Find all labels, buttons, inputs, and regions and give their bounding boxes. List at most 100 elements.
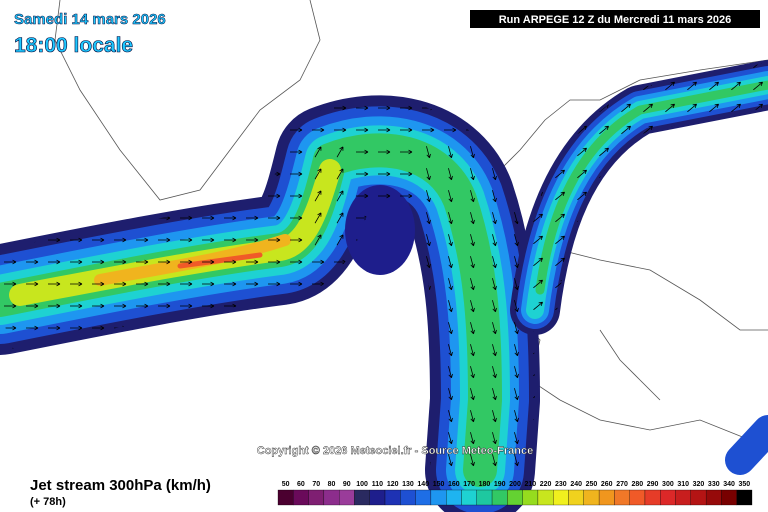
wind-arrow xyxy=(753,37,763,47)
wind-arrow xyxy=(202,171,215,177)
wind-arrow xyxy=(378,435,391,441)
wind-arrow xyxy=(334,281,347,287)
legend-label: 240 xyxy=(570,481,582,488)
wind-arrow xyxy=(599,389,609,399)
wind-arrow xyxy=(422,83,435,89)
wind-arrow xyxy=(492,212,497,225)
wind-arrow xyxy=(470,454,475,467)
wind-arrow xyxy=(555,235,565,245)
wind-arrow xyxy=(400,61,413,67)
wind-arrow xyxy=(158,325,171,331)
wind-arrow xyxy=(709,433,719,443)
run-label: Run ARPEGE 12 Z du Mercredi 11 mars 2026 xyxy=(499,14,732,26)
wind-arrow xyxy=(400,105,413,111)
wind-arrow xyxy=(599,37,609,47)
wind-arrow xyxy=(665,301,675,311)
wind-arrow xyxy=(731,279,741,289)
wind-arrow xyxy=(224,413,237,419)
wind-arrow xyxy=(202,61,215,67)
wind-arrow xyxy=(202,413,215,419)
wind-arrow xyxy=(202,237,215,243)
wind-arrow xyxy=(202,281,215,287)
wind-arrow xyxy=(621,455,631,465)
wind-arrow xyxy=(492,410,497,423)
wind-arrow xyxy=(4,391,17,397)
wind-arrow xyxy=(114,193,127,199)
wind-arrow xyxy=(599,411,609,421)
wind-arrow xyxy=(643,279,653,289)
wind-arrow xyxy=(356,215,369,221)
wind-arrow xyxy=(400,259,413,265)
wind-arrow xyxy=(136,193,149,199)
wind-arrow xyxy=(577,433,587,443)
wind-arrow xyxy=(246,369,259,375)
wind-arrow xyxy=(92,127,105,133)
wind-arrow xyxy=(514,388,519,401)
wind-arrow xyxy=(533,147,543,157)
wind-arrow xyxy=(665,257,675,267)
wind-arrow xyxy=(48,259,61,265)
wind-arrow xyxy=(202,193,215,199)
wind-arrow xyxy=(378,391,391,397)
wind-arrow xyxy=(158,303,171,309)
wind-arrow xyxy=(599,279,609,289)
wind-arrow xyxy=(514,146,519,159)
wind-arrow xyxy=(492,190,497,203)
wind-arrow xyxy=(687,389,697,399)
wind-arrows xyxy=(4,15,763,467)
wind-arrow xyxy=(514,322,519,335)
wind-arrow xyxy=(4,303,17,309)
wind-arrow xyxy=(268,193,281,199)
wind-arrow xyxy=(426,366,431,379)
wind-arrow xyxy=(246,39,259,45)
wind-arrow xyxy=(577,81,587,91)
wind-arrow xyxy=(621,59,631,69)
wind-arrow xyxy=(448,366,453,379)
wind-arrow xyxy=(4,259,17,265)
wind-arrow xyxy=(202,39,215,45)
legend-label: 350 xyxy=(739,481,751,488)
wind-arrow xyxy=(4,61,17,67)
wind-arrow xyxy=(514,410,519,423)
wind-arrow xyxy=(290,83,303,89)
wind-arrow xyxy=(268,83,281,89)
legend-swatch xyxy=(583,489,600,506)
wind-arrow xyxy=(621,323,631,333)
wind-arrow xyxy=(470,322,475,335)
wind-arrow xyxy=(356,347,369,353)
wind-arrow xyxy=(492,300,497,313)
wind-arrow xyxy=(709,191,719,201)
wind-arrow xyxy=(378,215,391,221)
wind-arrow xyxy=(4,83,17,89)
wind-arrow xyxy=(136,347,149,353)
wind-arrow xyxy=(470,190,475,203)
wind-arrow xyxy=(26,105,39,111)
wind-arrow xyxy=(665,455,675,465)
wind-arrow xyxy=(136,281,149,287)
wind-arrow xyxy=(224,105,237,111)
wind-arrow xyxy=(26,325,39,331)
wind-arrow xyxy=(92,61,105,67)
wind-arrow xyxy=(290,259,303,265)
wind-arrow xyxy=(26,435,39,441)
wind-arrow xyxy=(48,347,61,353)
legend-swatch xyxy=(354,489,370,506)
wind-arrow xyxy=(114,215,127,221)
wind-arrow xyxy=(202,347,215,353)
legend-label: 150 xyxy=(433,481,445,488)
wind-arrow xyxy=(533,411,543,421)
wind-arrow xyxy=(158,83,171,89)
wind-arrow xyxy=(136,127,149,133)
wind-arrow xyxy=(709,411,719,421)
wind-arrow xyxy=(448,344,453,357)
legend-label: 270 xyxy=(616,481,628,488)
wind-arrow xyxy=(444,83,457,89)
wind-arrow xyxy=(202,127,215,133)
legend-swatch xyxy=(369,489,386,506)
wind-arrow xyxy=(731,367,741,377)
wind-arrow xyxy=(136,325,149,331)
legend-swatch xyxy=(446,489,462,506)
wind-arrow xyxy=(26,149,39,155)
wind-arrow xyxy=(533,37,543,47)
wind-arrow xyxy=(400,457,413,463)
